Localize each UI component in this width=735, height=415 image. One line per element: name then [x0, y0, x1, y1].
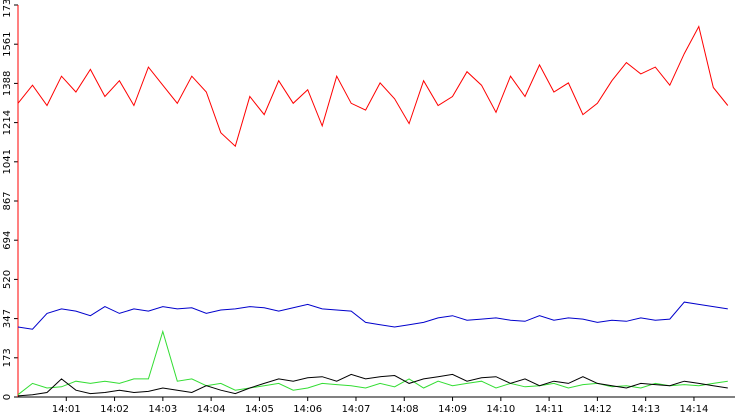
x-tick-label: 14:12	[583, 404, 612, 415]
y-tick-label: 347	[2, 309, 13, 328]
x-tick-label: 14:02	[100, 404, 129, 415]
y-tick-label: 1735	[2, 0, 13, 18]
x-tick-label: 14:07	[342, 404, 371, 415]
x-tick-label: 14:05	[245, 404, 274, 415]
series-line	[17, 373, 728, 397]
x-tick-label: 14:03	[148, 404, 177, 415]
series-line	[17, 301, 728, 330]
x-tick-label: 14:09	[438, 404, 467, 415]
x-tick-label: 14:04	[197, 404, 226, 415]
y-tick-label: 694	[2, 231, 13, 250]
y-tick-label: 1561	[2, 31, 13, 56]
x-tick-label: 14:13	[631, 404, 660, 415]
x-tick-label: 14:14	[680, 404, 709, 415]
x-tick-label: 14:11	[535, 404, 564, 415]
series-line	[17, 25, 729, 148]
x-tick-label: 14:06	[293, 404, 322, 415]
x-tick-label: 14:08	[390, 404, 419, 415]
y-tick-label: 1388	[2, 71, 13, 96]
x-tick-label: 14:01	[52, 404, 81, 415]
y-tick-label: 867	[2, 191, 13, 210]
y-tick-label: 0	[2, 394, 13, 400]
y-tick-label: 520	[2, 270, 13, 289]
x-tick-label: 14:10	[486, 404, 515, 415]
series-line	[17, 329, 728, 396]
y-tick-label: 173	[2, 348, 13, 367]
y-tick-label: 1214	[2, 110, 13, 135]
y-tick-label: 1041	[2, 149, 13, 174]
